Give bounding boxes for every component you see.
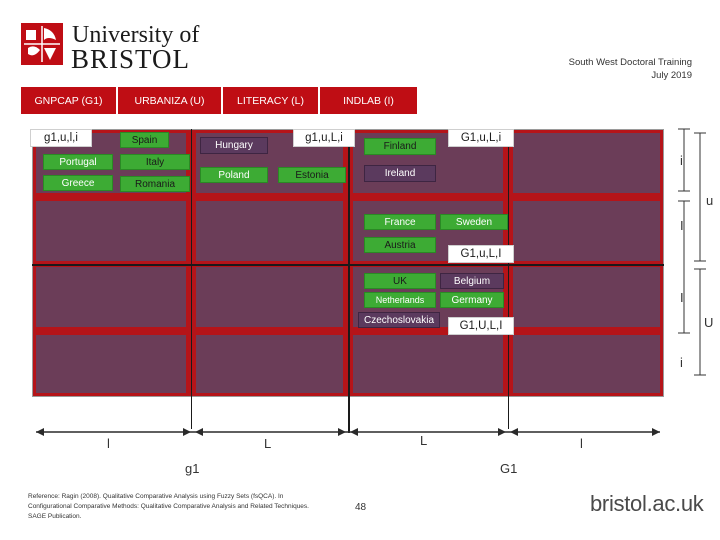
group-code-bottom: G1,U,L,I: [448, 317, 514, 335]
country-ireland: Ireland: [364, 165, 436, 182]
side-label-i-lower: i: [680, 355, 683, 370]
country-poland: Poland: [200, 167, 268, 183]
bottom-axis-arrows: [36, 428, 660, 436]
tab-gnpcap: GNPCAP (G1): [21, 87, 116, 114]
university-name-line1: University of: [72, 22, 200, 48]
grid-cell: [353, 335, 503, 393]
vertical-guide: [191, 129, 192, 429]
group-code-mid: G1,u,L,I: [448, 245, 514, 263]
bristol-url: bristol.ac.uk: [590, 491, 704, 516]
side-label-U-upper: U: [704, 315, 714, 330]
grid-cell: [513, 267, 660, 327]
grid-cell: [36, 201, 186, 261]
grid-cell: [196, 201, 343, 261]
country-romania: Romania: [120, 176, 190, 192]
country-czechoslovakia: Czechoslovakia: [358, 312, 440, 328]
country-greece: Greece: [43, 175, 113, 191]
country-germany: Germany: [440, 292, 504, 308]
group-code-top-mid: g1,u,L,i: [293, 129, 355, 147]
group-code-top-right: G1,u,L,i: [448, 129, 514, 147]
country-finland: Finland: [364, 138, 436, 155]
axis-label-G1: G1: [500, 461, 518, 476]
country-sweden: Sweden: [440, 214, 508, 230]
grid-cell: [36, 335, 186, 393]
country-hungary: Hungary: [200, 137, 268, 154]
tab-indlab: INDLAB (I): [320, 87, 417, 114]
country-uk: UK: [364, 273, 436, 289]
axis-label-l-right: l: [580, 436, 583, 451]
country-portugal: Portugal: [43, 154, 113, 170]
country-netherlands: Netherlands: [364, 292, 436, 308]
tab-literacy: LITERACY (L): [223, 87, 318, 114]
grid-cell: [513, 201, 660, 261]
country-estonia: Estonia: [278, 167, 346, 183]
grid-cell: [513, 335, 660, 393]
axis-label-L-right: L: [420, 433, 428, 448]
side-label-I-upper: I: [680, 218, 684, 233]
side-label-I-mid: I: [680, 290, 684, 305]
program-name: South West Doctoral Training: [568, 57, 692, 68]
side-label-i-upper: i: [680, 153, 683, 168]
date-text: July 2019: [651, 70, 692, 81]
country-belgium: Belgium: [440, 273, 504, 289]
right-brackets: [678, 128, 706, 376]
country-spain: Spain: [120, 132, 169, 148]
page-number: 48: [355, 502, 367, 513]
vertical-guide: [508, 129, 509, 429]
axis-label-g1: g1: [185, 461, 200, 476]
side-label-u-lower: u: [706, 193, 714, 208]
grid-cell: [196, 267, 343, 327]
group-code-top-left: g1,u,l,i: [30, 129, 92, 147]
axis-label-L-mid: L: [264, 436, 272, 451]
grid-cell: [196, 335, 343, 393]
vertical-divider: [348, 129, 350, 433]
university-crest-icon: [20, 22, 64, 66]
tab-urbaniza: URBANIZA (U): [118, 87, 221, 114]
header-info: South West Doctoral Training July 2019: [569, 56, 692, 82]
country-italy: Italy: [120, 154, 190, 170]
grid-cell: [513, 133, 660, 193]
grid-cell: [36, 267, 186, 327]
horizontal-divider: [32, 264, 664, 266]
country-austria: Austria: [364, 237, 436, 253]
university-name-line2: BRISTOL: [71, 44, 191, 74]
reference-text: Reference: Ragin (2008). Qualitative Com…: [28, 493, 309, 520]
country-france: France: [364, 214, 436, 230]
axis-label-l-left: l: [107, 436, 110, 451]
